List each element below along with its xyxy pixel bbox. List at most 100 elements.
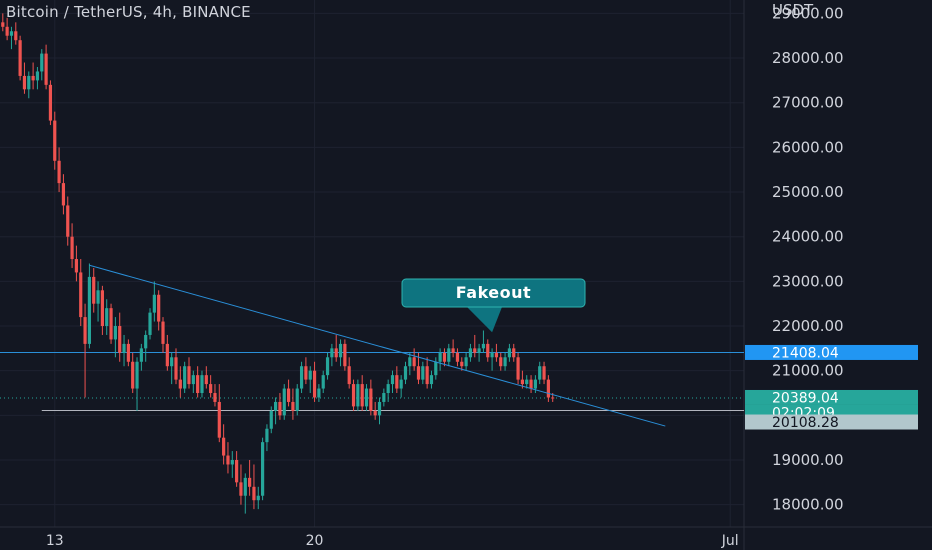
candle-48: [209, 375, 213, 398]
candle-91: [395, 366, 399, 394]
candle-body: [278, 401, 282, 416]
candle-body: [525, 379, 529, 385]
candle-9: [40, 49, 44, 81]
candle-70: [304, 357, 308, 385]
candle-5: [22, 62, 27, 94]
trendline-group[interactable]: [89, 264, 666, 427]
candle-35: [152, 281, 156, 322]
candle-73: [317, 384, 321, 402]
candle-33: [144, 330, 148, 362]
candle-93: [403, 361, 408, 385]
price-tag-label: 21408.04: [772, 345, 839, 361]
candle-body: [139, 348, 143, 362]
candle-89: [386, 379, 390, 402]
x-tick-label: 13: [46, 533, 64, 549]
callout-box[interactable]: [401, 278, 586, 308]
candle-body: [282, 388, 286, 416]
candle-body: [135, 361, 139, 389]
candle-84: [364, 384, 369, 411]
y-tick-label: 28000.00: [772, 49, 844, 67]
candle-26: [113, 317, 117, 358]
candle-body: [516, 357, 520, 380]
candle-body: [183, 366, 187, 389]
candle-24: [105, 299, 109, 335]
candle-90: [390, 370, 395, 394]
candle-20: [87, 263, 91, 349]
candle-103: [447, 343, 451, 367]
candle-14: [61, 174, 66, 215]
candle-body: [347, 366, 351, 385]
candle-117: [507, 343, 512, 362]
candle-body: [161, 321, 165, 344]
candle-body: [356, 384, 360, 407]
candle-116: [503, 352, 507, 371]
candle-body: [512, 348, 516, 358]
candle-121: [525, 375, 529, 389]
candle-62: [269, 406, 273, 434]
candle-30: [131, 352, 135, 394]
candle-body: [481, 343, 486, 349]
candle-body: [35, 71, 40, 81]
candle-body: [330, 348, 334, 358]
candle-56: [243, 473, 247, 514]
descending-trendline[interactable]: [89, 264, 666, 427]
candle-1: [5, 17, 9, 41]
candle-31: [135, 357, 139, 411]
candle-body: [230, 460, 234, 465]
candle-59: [256, 486, 260, 510]
candle-3: [14, 22, 18, 45]
candle-11: [48, 80, 53, 126]
candle-body: [464, 357, 468, 367]
candle-body: [499, 357, 503, 367]
candle-22: [96, 281, 100, 322]
candle-4: [18, 35, 22, 81]
candle-body: [217, 401, 221, 438]
candle-21: [92, 267, 96, 313]
candle-6: [27, 71, 31, 99]
time-axis[interactable]: 13 20 Jul: [46, 533, 739, 549]
candle-8: [35, 66, 40, 90]
currency-label: USDT: [772, 1, 814, 19]
candle-114: [494, 343, 499, 362]
candle-83: [360, 375, 364, 411]
candle-body: [70, 236, 74, 260]
x-tick-label: Jul: [721, 533, 739, 549]
candle-120: [520, 370, 524, 389]
y-tick-label: 18000.00: [772, 496, 844, 514]
y-tick-label: 26000.00: [772, 138, 844, 156]
candle-118: [512, 343, 516, 362]
candle-body: [74, 259, 79, 273]
candle-body: [360, 384, 364, 407]
price-axis[interactable]: USDT18000.0019000.0020000.0021000.002200…: [772, 1, 844, 514]
y-tick-label: 24000.00: [772, 228, 844, 246]
candle-41: [178, 366, 182, 398]
candle-body: [79, 272, 83, 318]
candle-body: [434, 361, 438, 376]
candle-body: [395, 375, 399, 389]
price-tag-light: 20108.28: [745, 414, 918, 431]
candle-115: [499, 352, 503, 371]
candle-body: [9, 31, 14, 36]
fakeout-callout[interactable]: Fakeout: [401, 278, 586, 333]
candle-107: [464, 352, 468, 371]
candle-45: [196, 366, 200, 398]
candle-32: [139, 343, 143, 371]
candle-body: [538, 366, 542, 380]
candle-body: [325, 357, 330, 376]
candle-64: [278, 393, 282, 420]
candle-body: [22, 75, 27, 90]
candle-body: [533, 379, 537, 389]
candle-body: [209, 384, 213, 394]
candle-27: [118, 312, 122, 362]
candle-101: [438, 348, 442, 371]
candle-77: [334, 334, 338, 362]
candle-72: [312, 361, 317, 402]
candle-body: [421, 366, 425, 380]
candle-108: [468, 343, 473, 362]
candle-body: [291, 401, 295, 411]
candle-125: [542, 361, 546, 385]
candle-body: [213, 393, 217, 402]
chart-title: Bitcoin / TetherUS, 4h, BINANCE: [6, 3, 251, 21]
